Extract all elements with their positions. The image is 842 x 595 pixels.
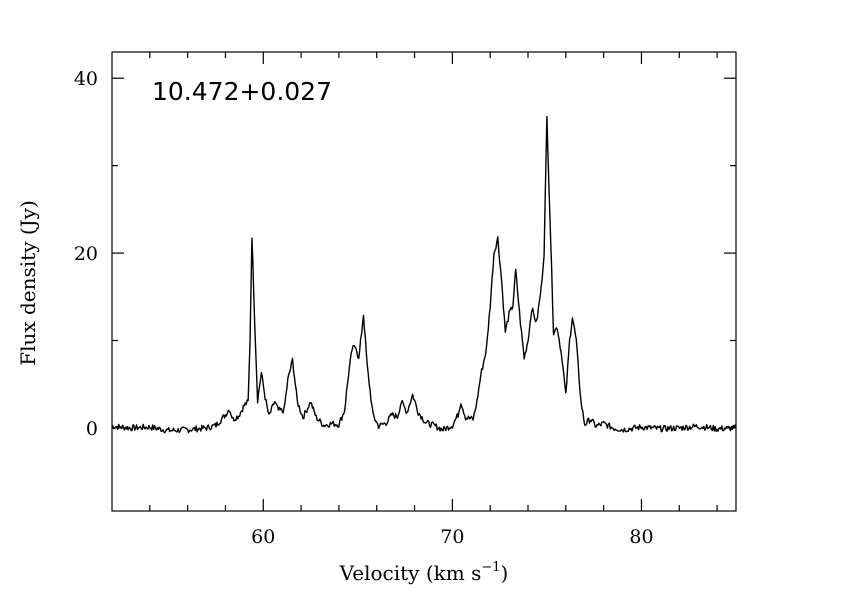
axis-ticks bbox=[112, 52, 736, 511]
x-axis-label-superscript: −1 bbox=[481, 560, 500, 575]
x-axis-label: Velocity (km s−1) bbox=[339, 560, 509, 585]
x-tick-label: 60 bbox=[251, 526, 275, 548]
tick-labels: 60 70 80 0 20 40 bbox=[74, 68, 654, 548]
y-tick-label: 0 bbox=[86, 418, 98, 440]
x-axis-label-suffix: ) bbox=[501, 561, 509, 585]
y-axis-label: Flux density (Jy) bbox=[16, 200, 40, 366]
spectrum-line bbox=[111, 115, 737, 434]
x-tick-label: 80 bbox=[629, 526, 653, 548]
y-tick-label: 20 bbox=[74, 243, 98, 265]
y-tick-label: 40 bbox=[74, 68, 98, 90]
x-tick-label: 70 bbox=[440, 526, 464, 548]
source-name-label: 10.472+0.027 bbox=[152, 77, 332, 106]
x-axis-label-main: Velocity (km s bbox=[339, 561, 482, 585]
plot-frame bbox=[111, 51, 737, 512]
